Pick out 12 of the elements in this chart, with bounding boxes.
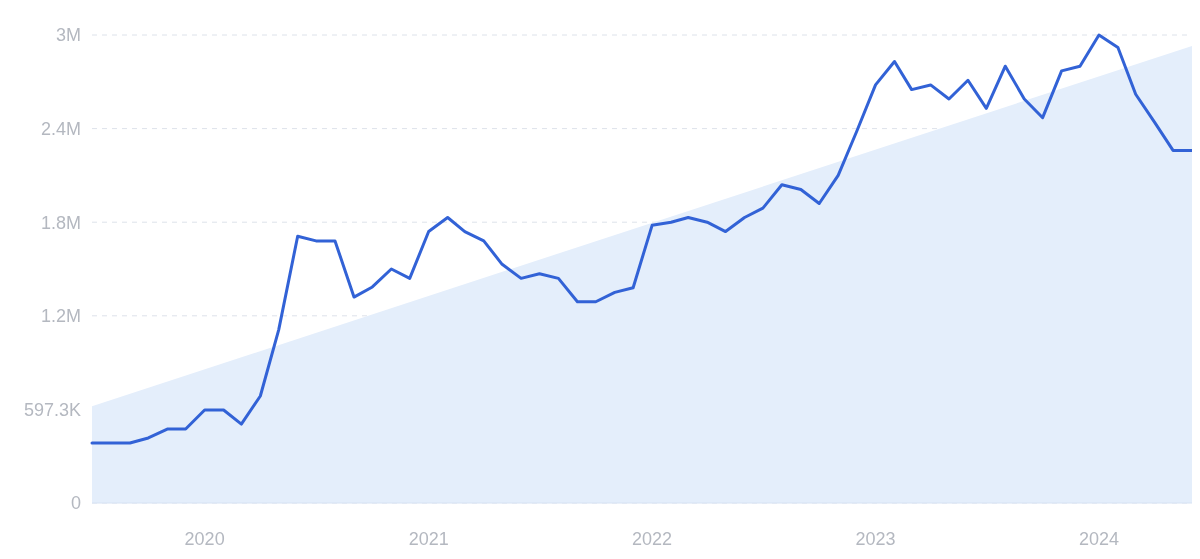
- x-tick-label: 2022: [632, 529, 673, 549]
- y-tick-label: 1.2M: [40, 306, 81, 327]
- x-tick-label: 2023: [855, 529, 896, 549]
- y-tick-label: 1.8M: [40, 212, 81, 233]
- y-tick-label: 0: [70, 493, 81, 514]
- x-tick-label: 2021: [408, 529, 449, 549]
- y-tick-label: 2.4M: [40, 118, 81, 139]
- x-tick-label: 2024: [1078, 529, 1119, 549]
- x-tick-label: 2020: [184, 529, 225, 549]
- line-series: [90, 33, 1192, 445]
- y-tick-label: 3M: [55, 25, 81, 46]
- y-tick-label: 597.3K: [23, 400, 81, 421]
